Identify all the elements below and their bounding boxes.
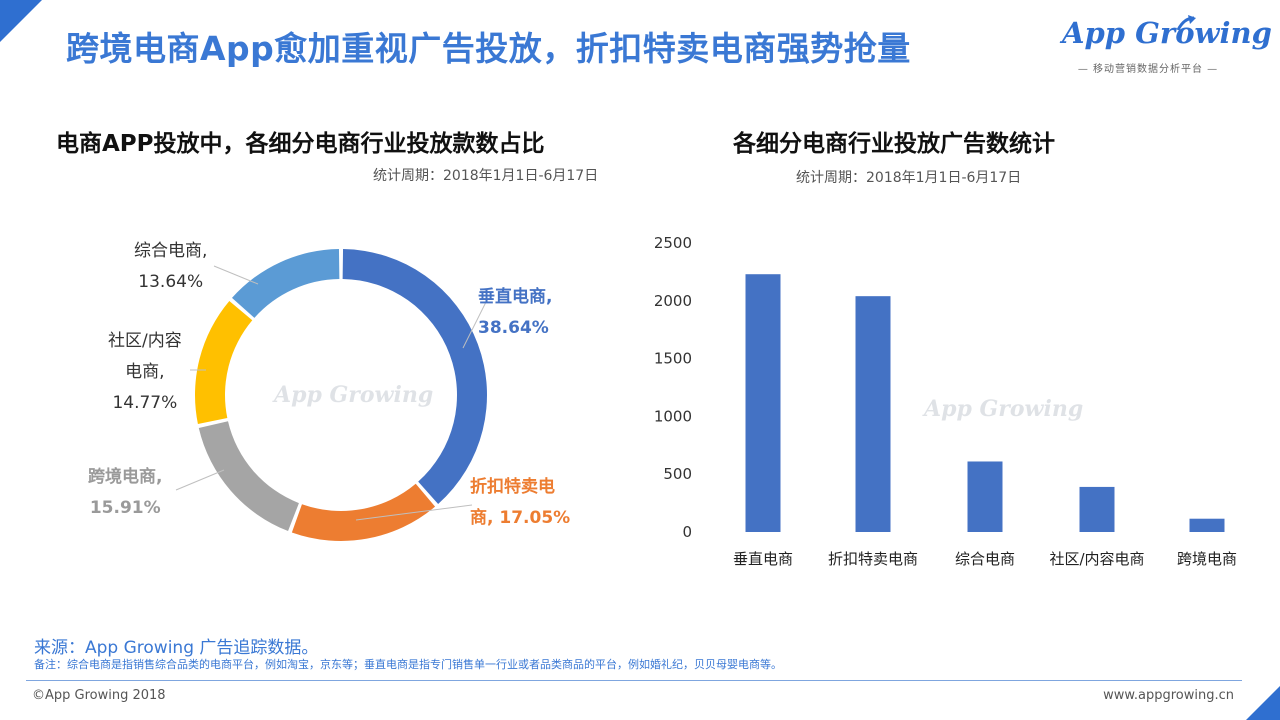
leader-line-general <box>213 265 259 285</box>
watermark-left: App Growing <box>274 382 434 408</box>
bar-chart: 0 500 1000 1500 2000 2500 垂直电商 折扣特卖电商 综合电商 社区/内容电… <box>654 234 1237 568</box>
donut-slice-discount <box>291 483 436 541</box>
label-general-ecommerce: 综合电商, 13.64% <box>134 236 207 298</box>
leader-line-discount <box>355 504 473 521</box>
bar-2 <box>855 296 891 532</box>
label-discount-name: 折扣特卖电 <box>470 477 555 497</box>
label-vertical-name: 垂直电商, <box>478 287 553 307</box>
y-tick-label: 2500 <box>654 234 692 252</box>
label-community-ecommerce: 社区/内容 电商, 14.77% <box>108 326 182 419</box>
slide-title: 跨境电商App愈加重视广告投放，折扣特卖电商强势抢量 <box>66 29 911 68</box>
bar-chart-period: 统计周期：2018年1月1日-6月17日 <box>796 170 1022 186</box>
donut-slice-community <box>195 300 253 425</box>
donut-slice-vertical <box>342 249 487 504</box>
label-community-name-line1: 社区/内容 <box>108 331 182 351</box>
footer-note: 备注：综合电商是指销售综合品类的电商平台，例如淘宝，京东等；垂直电商是指专门销售… <box>34 658 782 671</box>
x-tick-label: 综合电商 <box>955 550 1015 568</box>
label-discount-pct: 商, 17.05% <box>470 508 571 528</box>
x-tick-label: 跨境电商 <box>1177 550 1237 568</box>
label-cross-border-ecommerce: 跨境电商, 15.91% <box>88 462 162 524</box>
y-tick-label: 0 <box>682 523 692 541</box>
x-tick-label: 社区/内容电商 <box>1049 550 1144 568</box>
bar-3 <box>967 461 1003 532</box>
logo-tagline: — 移动营销数据分析平台 — <box>1077 64 1219 75</box>
y-tick-label: 1500 <box>654 350 692 368</box>
bar-1 <box>745 274 781 532</box>
label-general-pct: 13.64% <box>138 272 204 292</box>
donut-chart-period: 统计周期：2018年1月1日-6月17日 <box>373 168 599 184</box>
logo-arrow-icon <box>1176 15 1196 31</box>
label-discount-ecommerce: 折扣特卖电 商, 17.05% <box>470 472 570 534</box>
x-tick-label: 垂直电商 <box>733 550 793 568</box>
donut-chart <box>175 249 488 541</box>
label-general-name: 综合电商, <box>134 241 208 261</box>
x-tick-label: 折扣特卖电商 <box>828 550 918 568</box>
footer-copyright: ©App Growing 2018 <box>32 688 166 703</box>
footer-source: 来源：App Growing 广告追踪数据。 <box>34 638 319 658</box>
y-tick-label: 1000 <box>654 407 692 425</box>
footer-divider <box>26 680 1242 681</box>
label-cross-border-name: 跨境电商, <box>88 467 163 487</box>
bar-4 <box>1079 486 1115 532</box>
corner-decoration-bottom-right <box>1246 686 1280 720</box>
footer-url[interactable]: www.appgrowing.cn <box>1103 688 1234 703</box>
leader-line-vertical <box>462 299 488 349</box>
donut-chart-title: 电商APP投放中，各细分电商行业投放款数占比 <box>56 131 545 157</box>
y-tick-label: 500 <box>663 465 692 483</box>
donut-slice-cross-border <box>198 421 299 532</box>
label-cross-border-pct: 15.91% <box>89 498 161 518</box>
watermark-right: App Growing <box>924 396 1084 422</box>
bar-chart-title: 各细分电商行业投放广告数统计 <box>733 131 1055 157</box>
logo-text: App Growing <box>1062 16 1272 50</box>
y-tick-label: 2000 <box>654 292 692 310</box>
corner-decoration-top-left <box>0 0 42 42</box>
leader-line-cross-border <box>175 469 225 491</box>
label-vertical-ecommerce: 垂直电商, 38.64% <box>478 282 552 344</box>
bar-5 <box>1189 518 1225 532</box>
app-growing-logo: App Growing — 移动营销数据分析平台 — <box>1060 14 1272 76</box>
donut-slice-general <box>231 249 340 318</box>
label-vertical-pct: 38.64% <box>478 318 549 338</box>
label-community-pct: 14.77% <box>112 393 178 413</box>
label-community-name-line2: 电商, <box>125 362 165 382</box>
